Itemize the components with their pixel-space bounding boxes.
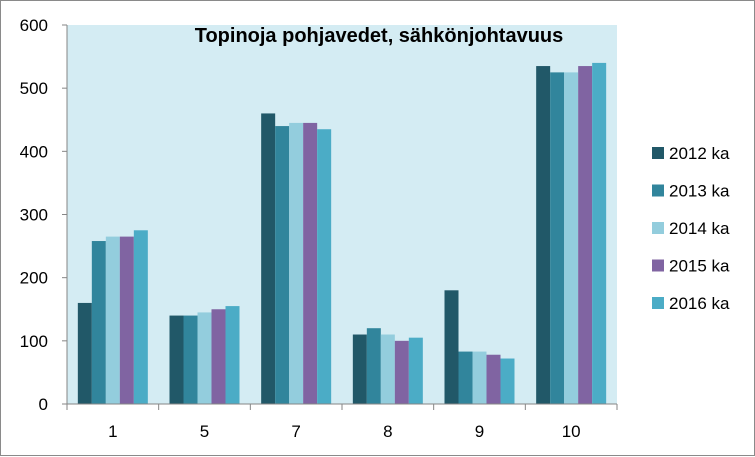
bar-2014-ka-cat-10	[564, 72, 579, 404]
bar-2012-ka-cat-8	[352, 334, 367, 404]
bar-2014-ka-cat-5	[197, 312, 212, 404]
y-tick-label: 200	[20, 269, 48, 288]
bar-2013-ka-cat-8	[366, 328, 381, 404]
bar-2013-ka-cat-10	[550, 72, 565, 404]
x-tick-label: 9	[475, 422, 484, 441]
y-tick-label: 300	[20, 206, 48, 225]
bar-2015-ka-cat-7	[303, 122, 318, 405]
legend-label: 2015 ka	[669, 257, 730, 276]
bar-2014-ka-cat-8	[380, 334, 395, 404]
bar-2015-ka-cat-10	[578, 66, 593, 404]
x-tick-label: 7	[291, 422, 300, 441]
axes-layer	[62, 24, 618, 410]
bar-2014-ka-cat-7	[289, 122, 304, 405]
bar-2016-ka-cat-10	[592, 62, 607, 405]
y-tick-label: 100	[20, 332, 48, 351]
legend-label: 2016 ka	[669, 294, 730, 313]
legend-swatch	[652, 222, 664, 234]
bar-2016-ka-cat-7	[317, 129, 332, 404]
legend: 2012 ka 2013 ka 2014 ka 2015 ka 2016 ka	[652, 144, 730, 313]
legend-label: 2012 ka	[669, 144, 730, 163]
legend-swatch	[652, 297, 664, 309]
chart-title: Topinoja pohjavedet, sähkönjohtavuus	[195, 25, 564, 47]
bar-2012-ka-cat-7	[261, 113, 276, 404]
x-tick-label: 1	[108, 422, 117, 441]
legend-swatch	[652, 259, 664, 272]
bar-2014-ka-cat-9	[472, 351, 487, 404]
bar-2012-ka-cat-1	[77, 302, 92, 404]
bar-2016-ka-cat-9	[500, 358, 515, 404]
x-tick-label: 10	[562, 422, 581, 441]
bar-2013-ka-cat-5	[183, 315, 198, 404]
bar-2012-ka-cat-5	[169, 315, 184, 404]
bar-2012-ka-cat-9	[444, 290, 459, 404]
plot-area	[67, 25, 617, 404]
x-tick-label: 8	[383, 422, 392, 441]
y-tick-label: 0	[39, 395, 48, 414]
x-tick-label: 5	[200, 422, 209, 441]
y-tick-label: 400	[20, 142, 48, 161]
y-tick-label: 600	[20, 16, 48, 35]
bar-2013-ka-cat-1	[91, 241, 106, 404]
bar-2015-ka-cat-8	[394, 340, 409, 404]
bar-2015-ka-cat-5	[211, 309, 226, 404]
y-tick-labels: 0 100 200 300 400 500 600	[20, 16, 48, 414]
bar-2013-ka-cat-9	[458, 351, 473, 404]
bar-2014-ka-cat-1	[105, 236, 120, 404]
bar-2013-ka-cat-7	[275, 126, 290, 405]
legend-swatch	[652, 147, 664, 159]
bar-2016-ka-cat-1	[133, 230, 148, 404]
legend-swatch	[652, 184, 664, 197]
bar-2016-ka-cat-5	[225, 306, 240, 404]
x-tick-labels: 1 5 7 8 9 10	[108, 422, 581, 441]
legend-label: 2014 ka	[669, 219, 730, 238]
legend-label: 2013 ka	[669, 182, 730, 201]
bar-2015-ka-cat-9	[486, 354, 501, 404]
bar-2016-ka-cat-8	[408, 337, 423, 404]
bar-2015-ka-cat-1	[119, 236, 134, 404]
bars-layer	[77, 62, 607, 405]
bar-2012-ka-cat-10	[536, 66, 551, 404]
y-tick-label: 500	[20, 79, 48, 98]
